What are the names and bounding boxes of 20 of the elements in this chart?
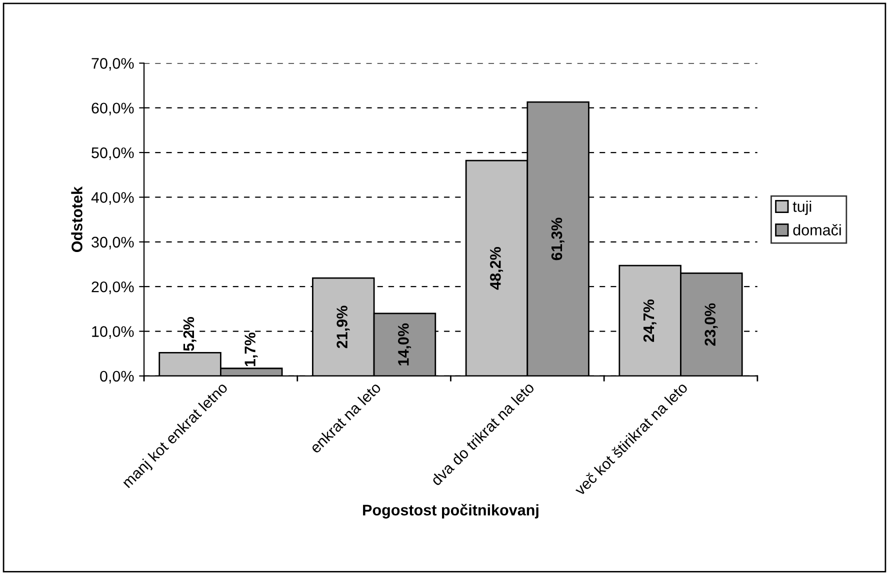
y-tick-label: 70,0% — [92, 58, 134, 71]
y-tick-label: 0,0% — [100, 370, 134, 384]
data-label: 14,0% — [398, 323, 412, 366]
x-axis-title: Pogostost počitnikovanj — [363, 504, 538, 519]
data-label: 61,3% — [551, 218, 564, 260]
data-label: 5,2% — [183, 316, 196, 351]
data-label: 24,7% — [643, 300, 656, 342]
legend-label: tuji — [792, 200, 812, 215]
data-label: 48,2% — [490, 247, 504, 290]
y-tick-label: 60,0% — [92, 102, 134, 116]
y-tick-label: 50,0% — [92, 147, 134, 160]
y-axis-title: Odstotek — [71, 186, 82, 252]
data-label: 23,0% — [704, 303, 718, 346]
y-tick-label: 30,0% — [92, 236, 134, 250]
legend-label: domači — [793, 224, 841, 236]
data-label: 1,7% — [244, 332, 258, 366]
y-tick-label: 40,0% — [91, 192, 134, 205]
data-label: 21,9% — [336, 306, 350, 348]
y-tick-label: 10,0% — [92, 326, 134, 339]
y-tick-label: 20,0% — [92, 281, 134, 294]
